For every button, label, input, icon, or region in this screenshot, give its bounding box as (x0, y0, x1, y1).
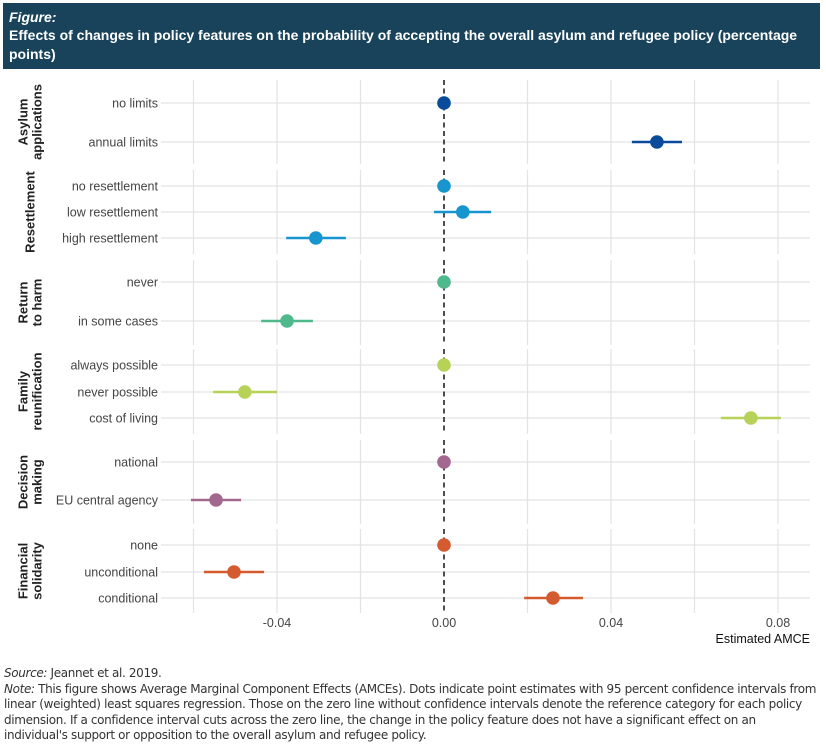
point-estimate (546, 591, 560, 605)
point-estimate (209, 493, 223, 507)
facet-label: making (30, 459, 45, 505)
facet-label: Financial (16, 543, 31, 599)
figure-kicker: Figure: (9, 9, 57, 25)
source-line: Source: Jeannet et al. 2019. (4, 666, 822, 682)
point-estimate (744, 411, 758, 425)
facet-label: Family (16, 370, 31, 412)
point-estimate (238, 385, 252, 399)
facet-label: applications (30, 84, 45, 160)
y-tick-label: national (114, 456, 158, 470)
facet-label: Return (16, 281, 31, 323)
x-tick-label: 0.00 (432, 616, 456, 630)
y-tick-label: no resettlement (72, 180, 159, 194)
y-tick-label: annual limits (89, 136, 158, 150)
note-label: Note: (4, 681, 35, 696)
point-estimate (437, 96, 451, 110)
x-tick-label: -0.04 (263, 616, 292, 630)
facet-label: Asylum (16, 99, 31, 146)
x-axis-label: Estimated AMCE (716, 632, 810, 646)
y-tick-label: always possible (70, 359, 158, 373)
y-tick-label: in some cases (78, 315, 158, 329)
amce-chart: no limits annual limits Asylum applications… (16, 80, 810, 646)
point-estimate (437, 275, 451, 289)
figure-footer: Source: Jeannet et al. 2019. Note: This … (4, 666, 822, 744)
point-estimate (437, 179, 451, 193)
x-tick-label: 0.04 (599, 616, 623, 630)
y-tick-label: EU central agency (56, 494, 159, 508)
figure-title: Effects of changes in policy features on… (9, 27, 798, 62)
y-tick-label: high resettlement (62, 232, 158, 246)
point-estimate (455, 205, 470, 219)
point-estimate (437, 538, 451, 552)
y-tick-label: low resettlement (67, 206, 159, 220)
point-estimate (309, 231, 323, 245)
facet-label: to harm (30, 279, 45, 327)
y-tick-label: unconditional (84, 566, 158, 580)
point-estimate (650, 135, 664, 149)
point-estimate (437, 358, 451, 372)
note-paragraph: Note: This figure shows Average Marginal… (4, 682, 822, 744)
facet-label: Decision (16, 455, 31, 509)
point-estimate (227, 565, 241, 579)
facet-label: reunification (30, 352, 45, 430)
facet-label: Resettlement (23, 171, 38, 253)
point-estimate (280, 314, 294, 328)
note-text: This figure shows Average Marginal Compo… (4, 681, 817, 743)
y-tick-label: never (127, 276, 158, 290)
source-text: Jeannet et al. 2019. (47, 666, 162, 680)
source-label: Source: (4, 666, 48, 680)
y-tick-label: never possible (77, 386, 158, 400)
y-tick-label: no limits (112, 97, 158, 111)
figure-title-band: Figure: Effects of changes in policy fea… (3, 3, 820, 69)
point-estimate (437, 455, 451, 469)
y-tick-label: cost of living (89, 412, 158, 426)
x-tick-label: 0.08 (766, 616, 790, 630)
facet-label: solidarity (30, 541, 45, 600)
y-tick-label: none (130, 539, 158, 553)
y-tick-label: conditional (98, 592, 158, 606)
